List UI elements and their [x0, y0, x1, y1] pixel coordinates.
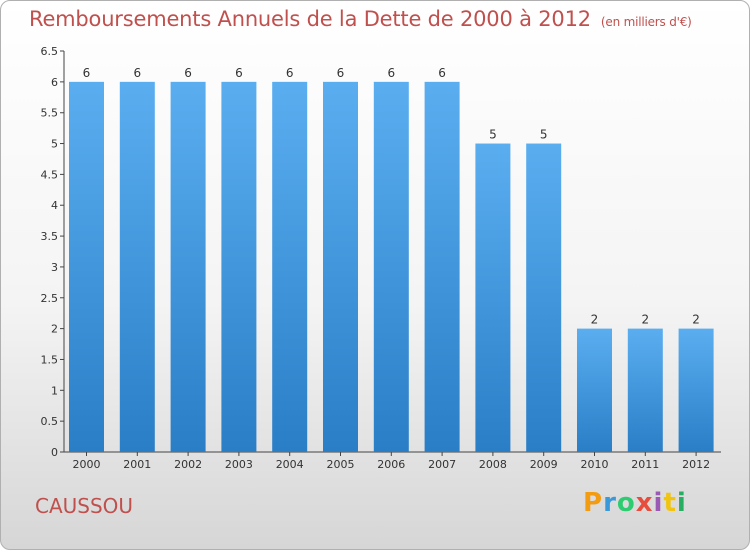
x-tick-label: 2000	[73, 458, 101, 471]
bar-2010	[577, 328, 612, 452]
bar-value-label: 6	[83, 66, 91, 80]
bar-2009	[526, 143, 562, 453]
logo-letter: x	[635, 488, 654, 518]
y-tick-label: 4.5	[41, 168, 59, 181]
logo-letter: t	[663, 488, 677, 518]
y-tick-label: 2	[51, 323, 58, 336]
x-tick-label: 2008	[479, 458, 507, 471]
proxiti-logo: Proxiti	[583, 488, 687, 518]
bar-value-label: 2	[692, 313, 700, 327]
bar-2004	[272, 81, 308, 452]
bar-value-label: 2	[591, 313, 599, 327]
logo-letter: i	[653, 488, 664, 518]
y-tick-label: 1.5	[41, 353, 59, 366]
x-tick-label: 2007	[428, 458, 456, 471]
chart-title: Remboursements Annuels de la Dette de 20…	[29, 7, 692, 31]
y-tick-label: 4	[51, 199, 58, 212]
chart-title-text: Remboursements Annuels de la Dette de 20…	[29, 7, 591, 31]
bar-2000	[69, 81, 104, 452]
y-tick-label: 6	[51, 76, 58, 89]
y-tick-label: 0	[51, 446, 58, 459]
x-tick-label: 2001	[123, 458, 151, 471]
x-tick-label: 2006	[377, 458, 405, 471]
y-tick-label: 3	[51, 261, 58, 274]
x-tick-label: 2004	[276, 458, 304, 471]
bar-value-label: 6	[133, 66, 141, 80]
x-tick-label: 2002	[174, 458, 202, 471]
bar-value-label: 6	[286, 66, 294, 80]
x-tick-label: 2012	[682, 458, 710, 471]
logo-letter: r	[603, 488, 617, 518]
y-tick-label: 6.5	[41, 45, 59, 58]
y-tick-label: 2.5	[41, 292, 59, 305]
bar-value-label: 6	[337, 66, 345, 80]
bar-2006	[373, 81, 409, 452]
bar-2011	[627, 328, 663, 452]
bar-2012	[678, 328, 714, 452]
bar-value-label: 6	[438, 66, 446, 80]
x-tick-label: 2009	[530, 458, 558, 471]
y-tick-label: 5	[51, 138, 58, 151]
x-tick-label: 2003	[225, 458, 253, 471]
x-tick-label: 2010	[581, 458, 609, 471]
bar-2008	[475, 143, 511, 453]
bar-2005	[323, 81, 358, 452]
bar-value-label: 6	[387, 66, 395, 80]
bar-value-label: 5	[540, 128, 548, 142]
logo-letter: i	[676, 488, 687, 518]
commune-name: CAUSSOU	[35, 494, 134, 518]
logo-letter: P	[583, 488, 604, 518]
chart-unit: (en milliers d'€)	[600, 15, 692, 29]
y-tick-label: 5.5	[41, 107, 59, 120]
x-tick-label: 2005	[327, 458, 355, 471]
logo-letter: o	[616, 488, 636, 518]
y-tick-label: 0.5	[41, 415, 59, 428]
bar-value-label: 6	[184, 66, 192, 80]
y-tick-label: 3.5	[41, 230, 59, 243]
x-tick-label: 2011	[631, 458, 659, 471]
bar-value-label: 5	[489, 128, 497, 142]
bar-2003	[221, 81, 257, 452]
bar-2001	[119, 81, 155, 452]
bar-2002	[170, 81, 206, 452]
bar-2007	[424, 81, 460, 452]
bar-value-label: 2	[641, 313, 649, 327]
y-tick-label: 1	[51, 384, 58, 397]
bar-value-label: 6	[235, 66, 243, 80]
